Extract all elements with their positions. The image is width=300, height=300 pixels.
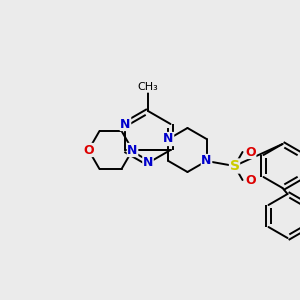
Text: N: N [127, 143, 138, 157]
Text: N: N [163, 133, 174, 146]
Text: O: O [83, 143, 94, 157]
Text: CH₃: CH₃ [138, 82, 158, 92]
Text: O: O [245, 146, 256, 158]
Text: O: O [245, 173, 256, 187]
Text: N: N [143, 157, 153, 169]
Text: N: N [201, 154, 212, 167]
Text: S: S [230, 159, 239, 173]
Text: N: N [120, 118, 131, 130]
